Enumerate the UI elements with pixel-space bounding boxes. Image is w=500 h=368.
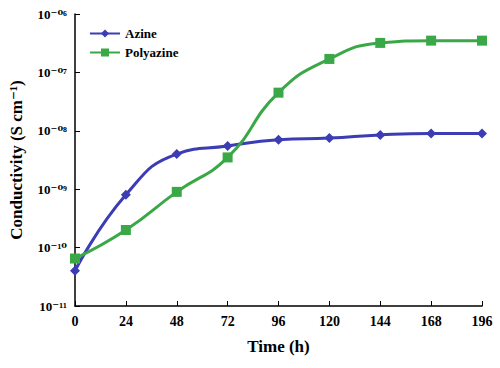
svg-text:0: 0 — [72, 314, 79, 329]
svg-text:Time (h): Time (h) — [247, 337, 310, 356]
svg-text:72: 72 — [221, 314, 235, 329]
svg-text:24: 24 — [119, 314, 133, 329]
svg-text:10⁻⁰⁹: 10⁻⁰⁹ — [38, 182, 68, 197]
svg-text:10⁻⁰⁸: 10⁻⁰⁸ — [38, 123, 68, 138]
svg-text:96: 96 — [272, 314, 286, 329]
svg-text:10⁻⁰⁶: 10⁻⁰⁶ — [38, 7, 68, 22]
svg-text:196: 196 — [472, 314, 493, 329]
svg-text:120: 120 — [319, 314, 340, 329]
svg-text:10⁻¹¹: 10⁻¹¹ — [39, 299, 67, 314]
svg-text:168: 168 — [421, 314, 442, 329]
svg-text:Conductivity (S cm⁻¹): Conductivity (S cm⁻¹) — [7, 80, 26, 240]
svg-text:10⁻¹⁰: 10⁻¹⁰ — [38, 240, 68, 255]
svg-text:Azine: Azine — [125, 26, 157, 41]
svg-text:Polyazine: Polyazine — [125, 45, 179, 60]
svg-text:48: 48 — [170, 314, 184, 329]
svg-text:144: 144 — [370, 314, 391, 329]
svg-text:10⁻⁰⁷: 10⁻⁰⁷ — [38, 65, 68, 80]
